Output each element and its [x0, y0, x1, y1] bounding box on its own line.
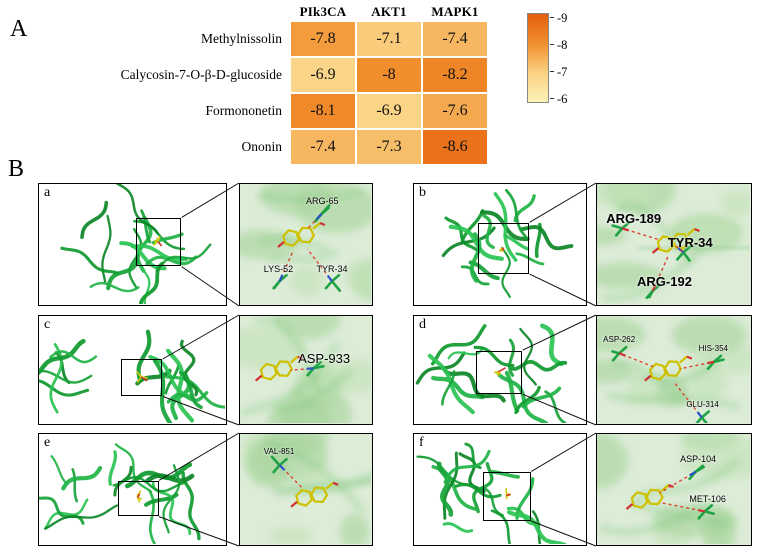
residue-label: TYR-34	[667, 234, 713, 250]
heatmap-cell: -7.4	[291, 130, 355, 164]
heatmap-col-header: AKT1	[371, 4, 407, 19]
panel-b-label: B	[8, 156, 25, 182]
inset-panel-a: ARG-65 LYS-52 TYR-34	[239, 183, 373, 306]
structure-panel-e: e	[38, 433, 227, 546]
residue-label: ASP-262	[603, 335, 636, 345]
heatmap-cell: -8.2	[423, 58, 487, 92]
highlight-rect-e	[117, 480, 159, 517]
heatmap-colorbar	[527, 13, 549, 103]
structure-panel-d: d	[413, 315, 587, 425]
heatmap-grid: PIk3CA AKT1 MAPK1 Methylnissolin -7.8 -7.1 -7.…	[0, 3, 487, 164]
highlight-rect-b	[477, 222, 530, 274]
panel-letter-c: c	[44, 317, 51, 332]
heatmap-cell: -7.6	[423, 94, 487, 128]
panel-letter-d: d	[419, 317, 426, 332]
colorbar-tick-mark	[550, 71, 554, 72]
residue-label: GLU-314	[686, 400, 719, 410]
residue-label: ASP-104	[680, 453, 717, 464]
colorbar-tick-mark	[550, 98, 554, 99]
panel-letter-f: f	[419, 435, 424, 450]
heatmap-cell: -8.1	[291, 94, 355, 128]
heatmap-cell: -7.4	[423, 22, 487, 56]
colorbar-tick-label: -8	[557, 37, 568, 52]
heatmap-row-label: Ononin	[241, 139, 283, 154]
heatmap-cell: -7.8	[291, 22, 355, 56]
highlight-rect-c	[121, 359, 163, 396]
heatmap-col-header: MAPK1	[431, 4, 479, 19]
colorbar-tick-label: -9	[557, 10, 568, 25]
colorbar-tick-mark	[550, 44, 554, 45]
residue-label: ARG-189	[606, 210, 662, 226]
inset-panel-f: ASP-104 MET-106	[596, 433, 752, 546]
heatmap-cell: -7.1	[357, 22, 421, 56]
panel-letter-e: e	[44, 435, 51, 450]
inset-panel-b: ARG-189 TYR-34 ARG-192	[596, 183, 752, 306]
residue-label: TYR-34	[316, 263, 348, 274]
panel-a-label: A	[10, 16, 28, 42]
panel-letter-a: a	[44, 185, 51, 200]
residue-label: VAL-851	[263, 447, 295, 457]
structure-panel-f: f	[413, 433, 587, 546]
heatmap-row-label: Methylnissolin	[200, 31, 282, 46]
heatmap-chart: PIk3CA AKT1 MAPK1 Methylnissolin -7.8 -7.1 -7.…	[0, 3, 487, 164]
panel-letter-b: b	[419, 185, 426, 200]
highlight-rect-d	[475, 350, 523, 394]
structure-panel-c: c	[38, 315, 227, 425]
residue-label: ARG-192	[637, 273, 692, 289]
heatmap-cell: -8.6	[423, 130, 487, 164]
heatmap-cell: -7.3	[357, 130, 421, 164]
heatmap-cell: -6.9	[291, 58, 355, 92]
heatmap-cell: -8	[357, 58, 421, 92]
heatmap-col-header: PIk3CA	[299, 4, 347, 19]
colorbar-tick-label: -6	[557, 91, 568, 106]
residue-label: HIS-354	[698, 344, 728, 354]
structure-panel-b: b	[413, 183, 587, 306]
structure-panel-a: a	[38, 183, 227, 306]
residue-label: LYS-52	[263, 263, 294, 274]
inset-panel-d: ASP-262 HIS-354 GLU-314	[596, 315, 752, 425]
heatmap-row-label: Calycosin-7-O-β-D-glucoside	[120, 67, 282, 82]
inset-panel-e: VAL-851	[239, 433, 373, 546]
highlight-rect-f	[482, 471, 531, 521]
colorbar-ticks: -9 -8 -7 -6	[549, 0, 589, 120]
residue-label: MET-106	[689, 493, 726, 504]
inset-panel-c: ASP-933	[239, 315, 373, 425]
highlight-rect-a	[136, 217, 182, 267]
residue-label: ASP-933	[298, 350, 351, 366]
residue-label: ARG-65	[306, 196, 339, 207]
colorbar-tick-label: -7	[557, 64, 568, 79]
heatmap-row-label: Formononetin	[205, 103, 283, 118]
heatmap-cell: -6.9	[357, 94, 421, 128]
colorbar-tick-mark	[550, 17, 554, 18]
